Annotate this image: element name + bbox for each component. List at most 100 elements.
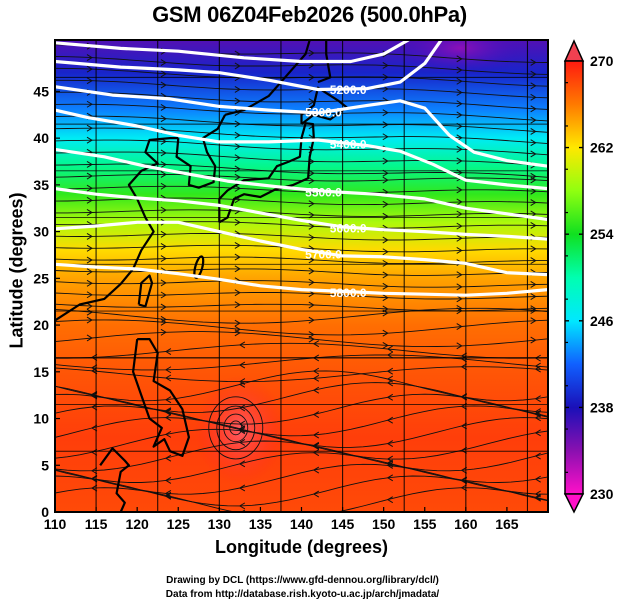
x-tick-label: 165: [495, 516, 519, 532]
streamline-arrow: [234, 325, 241, 333]
streamline-arrow: [164, 407, 172, 415]
x-tick-label: 145: [331, 516, 355, 532]
contour-label: 5200.0: [330, 83, 367, 97]
contour-5800: [55, 262, 548, 297]
contour-label: 5800.0: [330, 286, 367, 300]
streamline-arrow: [86, 268, 93, 276]
streamline-arrow: [456, 342, 463, 350]
colorbar-tick-label: 238: [590, 399, 614, 415]
streamline-arrow: [308, 200, 315, 208]
streamline-arrow: [530, 70, 537, 78]
streamline-arrow: [91, 424, 98, 432]
streamline-arrow: [530, 257, 537, 265]
streamline-arrow: [86, 233, 93, 240]
y-tick-label: 10: [33, 411, 49, 427]
streamline-arrow: [530, 293, 537, 300]
streamline-arrow: [386, 496, 394, 504]
streamline-arrow: [530, 199, 537, 206]
streamline-arrow: [164, 396, 172, 404]
streamline-arrow: [530, 245, 537, 253]
x-tick-label: 150: [372, 516, 396, 532]
streamline-arrow: [160, 255, 167, 263]
colorbar-tick-label: 262: [590, 140, 614, 156]
streamline-arrow: [386, 474, 394, 482]
streamline-arrow: [386, 375, 394, 383]
streamline-arrow: [86, 77, 93, 85]
streamline-arrow: [86, 279, 93, 287]
x-tick-label: 160: [454, 516, 478, 532]
streamline-arrow: [234, 319, 241, 327]
streamline-arrow: [534, 362, 541, 370]
streamline-arrow: [86, 54, 93, 62]
streamline-arrow: [160, 303, 167, 311]
streamline-arrow: [456, 55, 463, 63]
streamline-arrow: [238, 426, 246, 433]
coastline-borneo: [99, 447, 130, 512]
streamline-arrow: [382, 294, 389, 302]
streamline-arrow: [234, 241, 241, 249]
streamline-arrow: [234, 253, 241, 261]
streamline-arrow: [234, 218, 241, 226]
chart-title: GSM 06Z04Feb2026 (500.0hPa): [152, 2, 467, 27]
plot-area: 5200.0 5300.0 5400.0 5500.0 5600.0 5700.0 5800…: [55, 40, 548, 512]
streamline-arrow: [456, 198, 463, 206]
streamline-arrow: [86, 136, 93, 144]
streamline-arrow: [160, 171, 167, 178]
streamline-arrow: [456, 145, 463, 153]
streamline-arrow: [386, 440, 394, 448]
y-tick-label: 20: [33, 317, 49, 333]
streamline-arrow: [534, 408, 541, 415]
streamline-arrow: [160, 242, 167, 250]
streamline-arrow: [238, 427, 246, 435]
streamline-arrow: [238, 341, 246, 349]
y-tick-label: 45: [33, 83, 49, 99]
streamline-arrow: [382, 212, 389, 220]
streamline-arrow: [460, 355, 467, 363]
vortex-streamline: [229, 420, 243, 436]
streamline-arrow: [308, 316, 315, 324]
streamline-arrow: [456, 111, 463, 119]
streamline-arrow: [308, 331, 315, 338]
streamline-arrow: [386, 455, 394, 463]
streamline-arrow: [382, 341, 389, 349]
y-axis-label: Latitude (degrees): [6, 192, 27, 349]
streamline-arrow: [91, 364, 98, 372]
streamline-arrow: [530, 187, 537, 195]
streamline-arrow: [530, 82, 537, 90]
streamline-arrow: [312, 411, 320, 418]
streamline-arrow: [382, 271, 389, 279]
streamline-arrow: [86, 196, 93, 204]
streamline-arrow: [238, 502, 246, 510]
streamline-arrow: [234, 173, 241, 181]
coastline-korea: [175, 114, 227, 189]
streamline-arrow: [460, 484, 467, 492]
streamline-arrow: [238, 484, 246, 492]
streamline-arrow: [234, 301, 241, 309]
streamline-arrow: [456, 283, 463, 291]
streamline-arrow: [456, 247, 463, 254]
coastline-china: [55, 137, 179, 322]
streamline-arrow: [456, 234, 463, 242]
colorbar-tick-label: 254: [590, 226, 614, 242]
streamline-arrow: [164, 476, 172, 484]
colorbar-over-triangle: [563, 39, 585, 62]
streamline-arrow: [308, 222, 315, 230]
streamline-arrow: [86, 256, 93, 264]
y-tick-label: 30: [33, 224, 49, 240]
streamline-arrow: [86, 124, 93, 132]
streamline-arrow: [530, 336, 537, 344]
streamline-arrow: [234, 97, 241, 105]
streamline-arrow: [382, 157, 389, 165]
streamline-arrow: [234, 131, 241, 139]
coastline-taiwan: [137, 274, 154, 308]
streamline-arrow: [382, 133, 389, 141]
streamline-arrow: [308, 61, 315, 69]
streamline-arrow: [534, 395, 541, 403]
streamline-arrow: [456, 323, 463, 330]
streamline-arrow: [164, 414, 172, 422]
streamline-arrow: [456, 210, 463, 218]
streamline-arrow: [160, 104, 167, 111]
streamline-arrow: [460, 446, 467, 454]
streamline-arrow: [86, 334, 93, 342]
streamline-arrow: [234, 109, 241, 116]
